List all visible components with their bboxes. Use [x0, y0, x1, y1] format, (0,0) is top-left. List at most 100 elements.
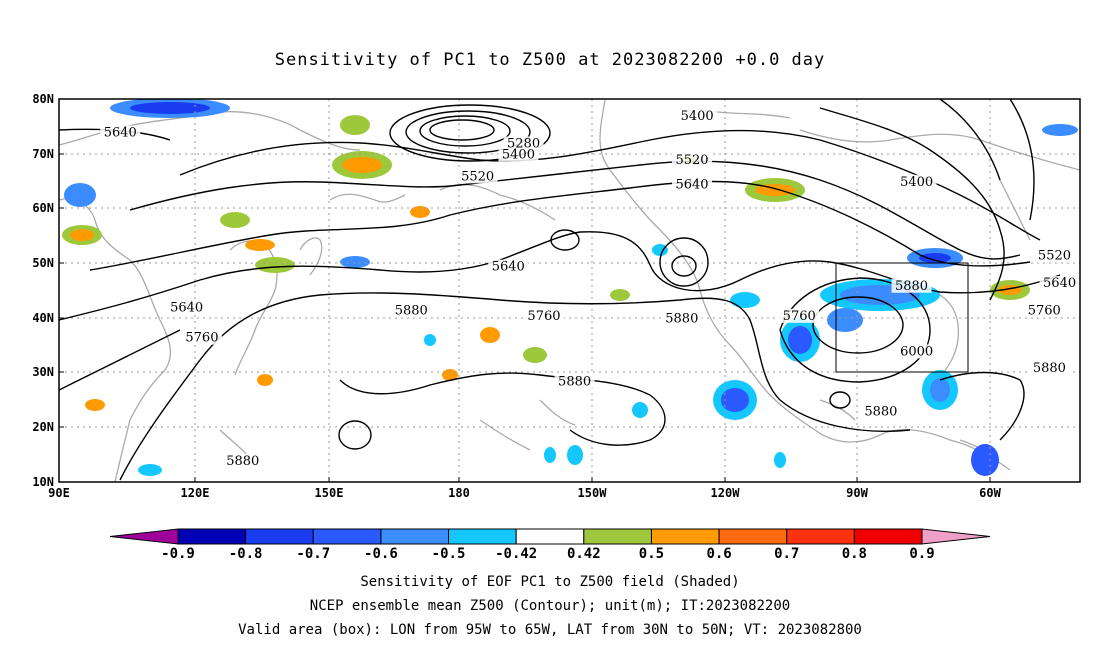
contour-label: 5880 [226, 454, 259, 469]
map-title: Sensitivity of PC1 to Z500 at 2023082200… [274, 50, 826, 70]
grid-lines [59, 99, 1080, 482]
sensitivity-shading [62, 99, 1078, 476]
contour-label-bg [1039, 276, 1080, 291]
contour-label-bg [498, 147, 539, 162]
colorbar-tick-label: 0.8 [842, 546, 867, 562]
colorbar-swatch [380, 528, 450, 545]
z500-contours [59, 99, 1061, 481]
contour-label: 5760 [783, 309, 816, 324]
colorbar-low-arrow [109, 528, 179, 545]
contour-label-bg [779, 308, 820, 323]
colorbar-tick-label: 0.7 [774, 546, 799, 562]
contour-label-bg [222, 453, 263, 468]
colorbar-tick-label: -0.7 [296, 546, 330, 562]
colorbar-tick-label: 0.9 [909, 546, 934, 562]
colorbar-swatch [650, 528, 720, 545]
contour-label-bg [181, 330, 222, 345]
contour-label-bg [523, 308, 564, 323]
lon-label: 180 [448, 486, 470, 500]
contour-label: 5880 [665, 312, 698, 327]
contour-label-bg [391, 303, 432, 318]
lat-label: 30N [32, 365, 54, 379]
contour-label: 5880 [558, 375, 591, 390]
contour-label: 5520 [1038, 249, 1071, 264]
contour-label: 5520 [461, 169, 494, 184]
contour-label-bg [672, 152, 713, 167]
colorbar-tick-label: -0.9 [161, 546, 195, 562]
colorbar-swatch [177, 528, 247, 545]
lon-label: 150E [315, 486, 344, 500]
colorbar-swatch [786, 528, 855, 545]
footer-line-3: Valid area (box): LON from 95W to 65W, L… [238, 622, 862, 638]
contour-label: 5400 [900, 175, 933, 190]
contour-label-bg [488, 259, 529, 274]
tick-marks [59, 98, 991, 482]
contour-label-bg [891, 278, 932, 293]
contour-label: 5880 [864, 405, 897, 420]
lat-label: 20N [32, 420, 54, 434]
colorbar-swatch [853, 528, 923, 545]
lon-label: 90E [48, 486, 70, 500]
contour-label-bg [661, 311, 702, 326]
contour-label: 5880 [1033, 361, 1066, 376]
colorbar-tick-label: -0.8 [229, 546, 263, 562]
lat-label: 70N [32, 147, 54, 161]
contour-label: 5640 [492, 260, 525, 275]
latitude-labels: 80N 70N 60N 50N 40N 30N 20N 10N [32, 92, 54, 489]
lat-label: 80N [32, 92, 54, 106]
contour-label: 5640 [675, 178, 708, 193]
contour-label: 5640 [170, 301, 203, 316]
lat-label: 10N [32, 475, 54, 489]
colorbar-tick-label: -0.42 [495, 546, 537, 562]
contour-label-bg [166, 300, 207, 315]
contour-label: 5520 [675, 153, 708, 168]
lon-label: 90W [846, 486, 868, 500]
colorbar-swatch [448, 528, 517, 545]
lon-label: 120E [181, 486, 210, 500]
contour-label-bg [860, 404, 901, 419]
contour-label: 5400 [681, 109, 714, 124]
colorbar-swatch [718, 528, 788, 545]
colorbar-tick-label: 0.6 [706, 546, 731, 562]
contour-label-bg [1034, 248, 1075, 263]
contour-label-bg [1029, 360, 1070, 375]
map-frame [58, 98, 1081, 483]
colorbar-tick-label: 0.5 [639, 546, 664, 562]
contour-label-bg [896, 344, 937, 359]
contour-label: 5880 [395, 303, 428, 318]
contour-label: 5760 [1028, 303, 1061, 318]
contour-label-bg [896, 174, 937, 189]
colorbar-tick-label: 0.42 [567, 546, 601, 562]
footer-line-2: NCEP ensemble mean Z500 (Contour); unit(… [309, 598, 791, 614]
footer-line-1: Sensitivity of EOF PC1 to Z500 field (Sh… [360, 574, 740, 590]
contour-label-bg [672, 177, 713, 192]
contour-label: 5640 [1043, 276, 1076, 291]
lat-label: 60N [32, 201, 54, 215]
contour-label-bg [554, 374, 595, 389]
colorbar-swatch [312, 528, 382, 545]
contour-label: 5400 [502, 147, 535, 162]
colorbar-swatch [583, 528, 652, 545]
lon-label: 120W [711, 486, 741, 500]
lon-label: 60W [979, 486, 1001, 500]
colorbar-high-arrow [921, 528, 991, 545]
contour-label-bg [100, 125, 141, 140]
colorbar-tick-label: -0.6 [364, 546, 398, 562]
longitude-labels: 90E 120E 150E 180 150W 120W 90W 60W [48, 486, 1001, 500]
lat-label: 50N [32, 256, 54, 270]
contour-label: 6000 [900, 344, 933, 359]
lat-label: 40N [32, 311, 54, 325]
colorbar: -0.9 -0.8 -0.7 -0.6 -0.5 -0.42 0.42 0.5 0.6 0.7 0.… [109, 528, 991, 562]
lon-label: 150W [578, 486, 608, 500]
contour-label-bg [503, 136, 544, 151]
contour-label: 5640 [104, 126, 137, 141]
contour-label-bg [677, 109, 718, 124]
valid-area-box [835, 262, 969, 373]
colorbar-tick-label: -0.5 [432, 546, 466, 562]
colorbar-swatch [245, 528, 314, 545]
contour-label: 5760 [185, 331, 218, 346]
colorbar-swatch [515, 528, 585, 545]
